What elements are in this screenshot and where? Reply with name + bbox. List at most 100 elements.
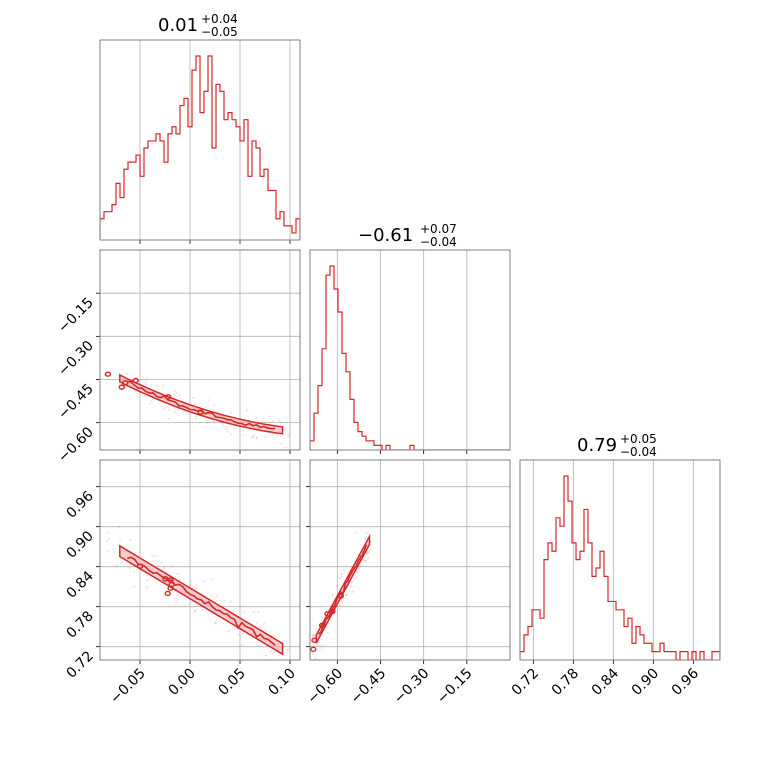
pair-panel-3-contour-island xyxy=(310,646,317,653)
pair-panel-1-point xyxy=(195,417,198,420)
pair-panel-1-contour-island xyxy=(132,377,139,384)
xtick-label-param-3-0: 0.72 xyxy=(509,666,542,699)
pair-panel-1-point xyxy=(178,393,181,397)
pair-panel-2-point xyxy=(128,566,131,569)
pair-panel-3-contour-island xyxy=(311,637,318,644)
pair-panel-2-point xyxy=(129,539,132,542)
hist-3-steps xyxy=(520,475,720,660)
pair-panel-3-point xyxy=(341,575,344,578)
pair-panel-3-point xyxy=(355,570,359,574)
pair-panel-2-point xyxy=(195,583,198,586)
xtick-label-param-3-1: 0.78 xyxy=(549,666,582,699)
pair-panel-3-point xyxy=(351,580,354,584)
xtick-label-param-2-2: −0.30 xyxy=(391,666,433,708)
pair-panel-3-point xyxy=(351,590,355,593)
title-param-2: −0.61 xyxy=(358,225,413,246)
pair-panel-2-point xyxy=(145,586,149,589)
title-upper-1: +0.04 xyxy=(201,12,238,26)
pair-panel-3-point xyxy=(340,572,343,575)
pair-panel-1 xyxy=(96,249,301,454)
pair-panel-1-point xyxy=(161,384,165,387)
pair-panel-2-point xyxy=(243,610,246,613)
pair-panel-1-contour-island xyxy=(164,394,172,400)
pair-panel-2-point xyxy=(115,564,118,568)
pair-panel-3-point xyxy=(311,633,315,636)
pair-panel-3-point xyxy=(363,537,367,541)
pair-panel-2-point xyxy=(170,565,173,568)
pair-panel-3-point xyxy=(327,600,330,603)
pair-panel-2-point xyxy=(211,578,214,581)
pair-panel-2-point xyxy=(107,531,110,534)
ytick-label-param-2-2: −0.30 xyxy=(55,338,97,380)
pair-panel-1-point xyxy=(225,426,228,429)
pair-panel-2-point xyxy=(273,650,276,654)
title-param-1: 0.01 xyxy=(158,15,198,36)
pair-panel-2-point xyxy=(255,621,259,624)
pair-panel-1-point xyxy=(217,409,220,412)
pair-panel-2-point xyxy=(133,571,136,574)
pair-panel-2-point xyxy=(259,625,262,628)
pair-panel-1-point xyxy=(278,419,281,422)
pair-panel-1-contour-island xyxy=(118,384,126,390)
pair-panel-3-point xyxy=(313,634,316,637)
pair-panel-2-point xyxy=(176,572,179,576)
pair-panel-3-point xyxy=(338,604,341,608)
hist-panel-2 xyxy=(309,249,511,454)
pair-panel-1-content xyxy=(104,371,291,450)
pair-panel-1-point xyxy=(280,442,283,445)
pair-panel-1-point xyxy=(206,422,209,425)
hist-panel-1-content xyxy=(100,55,300,240)
pair-panel-1-point xyxy=(195,415,198,418)
ytick-label-param-3-3: 0.90 xyxy=(63,528,96,561)
pair-panel-1-point xyxy=(255,436,258,440)
pair-panel-2-contour-inner xyxy=(126,556,276,646)
pair-panel-3-contour-island xyxy=(324,611,331,617)
hist-1-steps xyxy=(100,55,300,240)
pair-panel-2-point xyxy=(176,594,180,597)
pair-panel-3-contour-inner xyxy=(318,544,368,635)
title-lower-3: −0.04 xyxy=(620,445,657,459)
ytick-label-param-3-4: 0.96 xyxy=(63,488,96,521)
xtick-label-param-2-3: −0.15 xyxy=(434,666,476,708)
pair-panel-2-point xyxy=(178,578,181,582)
pair-panel-3-point xyxy=(317,643,320,646)
ytick-label-param-3-2: 0.84 xyxy=(63,568,96,601)
pair-panel-2-point xyxy=(214,621,217,624)
xtick-label-param-3-4: 0.96 xyxy=(669,665,702,698)
pair-panel-1-point xyxy=(233,426,236,429)
title-lower-1: −0.05 xyxy=(201,25,238,39)
pair-panel-3-point xyxy=(339,607,342,610)
pair-panel-2-point xyxy=(286,648,290,651)
pair-panel-2-contour-island xyxy=(136,563,144,569)
pair-panel-2-point xyxy=(264,654,268,657)
pair-panel-1-point xyxy=(143,395,146,398)
pair-panel-1-point xyxy=(287,435,290,438)
hist-2-steps xyxy=(310,265,510,450)
pair-panel-1-point xyxy=(241,433,244,436)
pair-panel-1-point xyxy=(252,433,255,436)
panels-layer xyxy=(96,39,721,664)
pair-panel-2-point xyxy=(202,580,205,583)
pair-panel-1-contour-island xyxy=(104,371,112,377)
pair-panel-3-point xyxy=(344,593,348,597)
pair-panel-3-point xyxy=(358,564,362,568)
pair-panel-1-point xyxy=(174,410,177,414)
pair-panel-3-point xyxy=(338,577,341,580)
hist-panel-3-frame xyxy=(519,459,721,661)
pair-panel-3-point xyxy=(342,569,345,572)
pair-panel-3-point xyxy=(345,593,348,596)
pair-panel-3-contour-island xyxy=(329,608,336,615)
pair-panel-1-point xyxy=(230,411,233,414)
pair-panel-2-point xyxy=(223,600,226,603)
pair-panel-1-point xyxy=(250,436,253,439)
pair-panel-1-point xyxy=(149,402,152,405)
pair-panel-2-point xyxy=(229,601,232,604)
ytick-label-param-3-1: 0.78 xyxy=(63,608,96,641)
pair-panel-3-point xyxy=(313,644,316,647)
pair-panel-1-point xyxy=(173,390,177,393)
pair-panel-3-point xyxy=(357,567,361,570)
pair-panel-1-point xyxy=(283,429,287,432)
xtick-label-param-1-3: 0.10 xyxy=(265,666,298,699)
pair-panel-1-point xyxy=(155,385,158,388)
